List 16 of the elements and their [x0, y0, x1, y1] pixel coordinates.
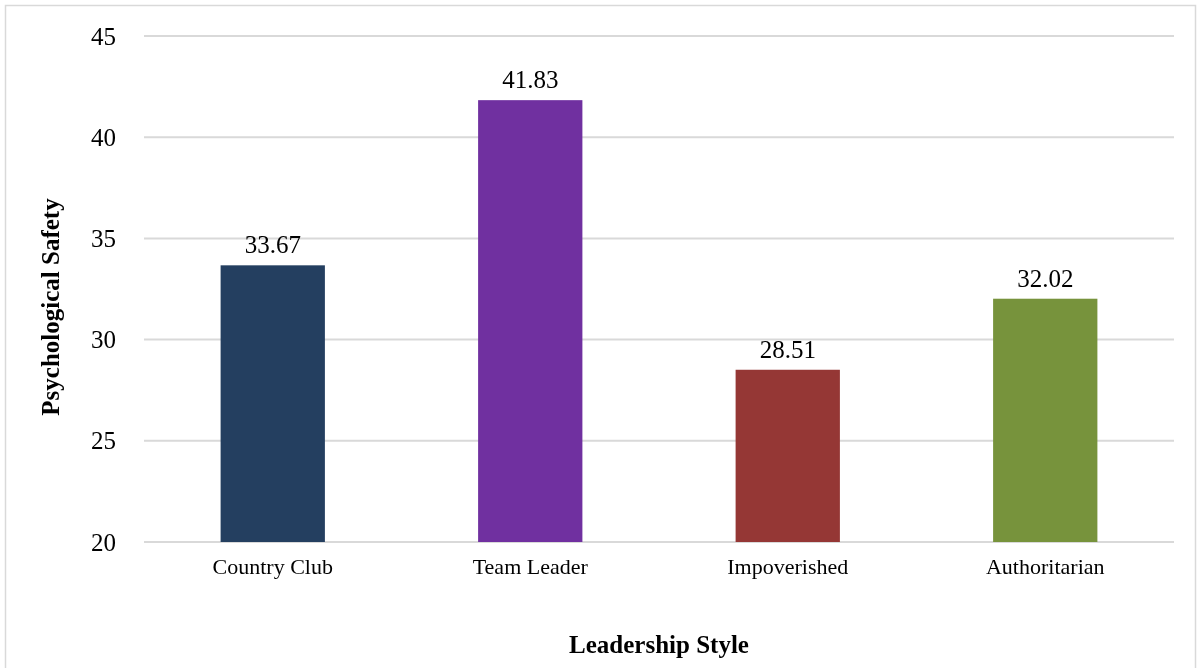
y-tick-label: 35: [91, 224, 116, 252]
x-tick-label: Team Leader: [472, 553, 589, 579]
y-tick-label: 25: [91, 427, 116, 455]
y-tick-label: 30: [91, 326, 116, 354]
x-tick-label: Country Club: [212, 553, 333, 579]
y-axis-title: Psychological Safety: [37, 197, 64, 416]
data-label: 28.51: [759, 335, 816, 363]
y-tick-label: 40: [91, 123, 116, 151]
data-label: 32.02: [1017, 264, 1074, 292]
data-label: 41.83: [502, 66, 559, 94]
x-tick-label: Authoritarian: [985, 553, 1105, 579]
y-tick-label: 20: [91, 528, 116, 556]
data-label: 33.67: [244, 231, 301, 259]
y-tick-label: 45: [91, 22, 116, 50]
x-axis-title: Leadership Style: [569, 631, 749, 658]
x-tick-label: Impoverished: [727, 553, 849, 579]
